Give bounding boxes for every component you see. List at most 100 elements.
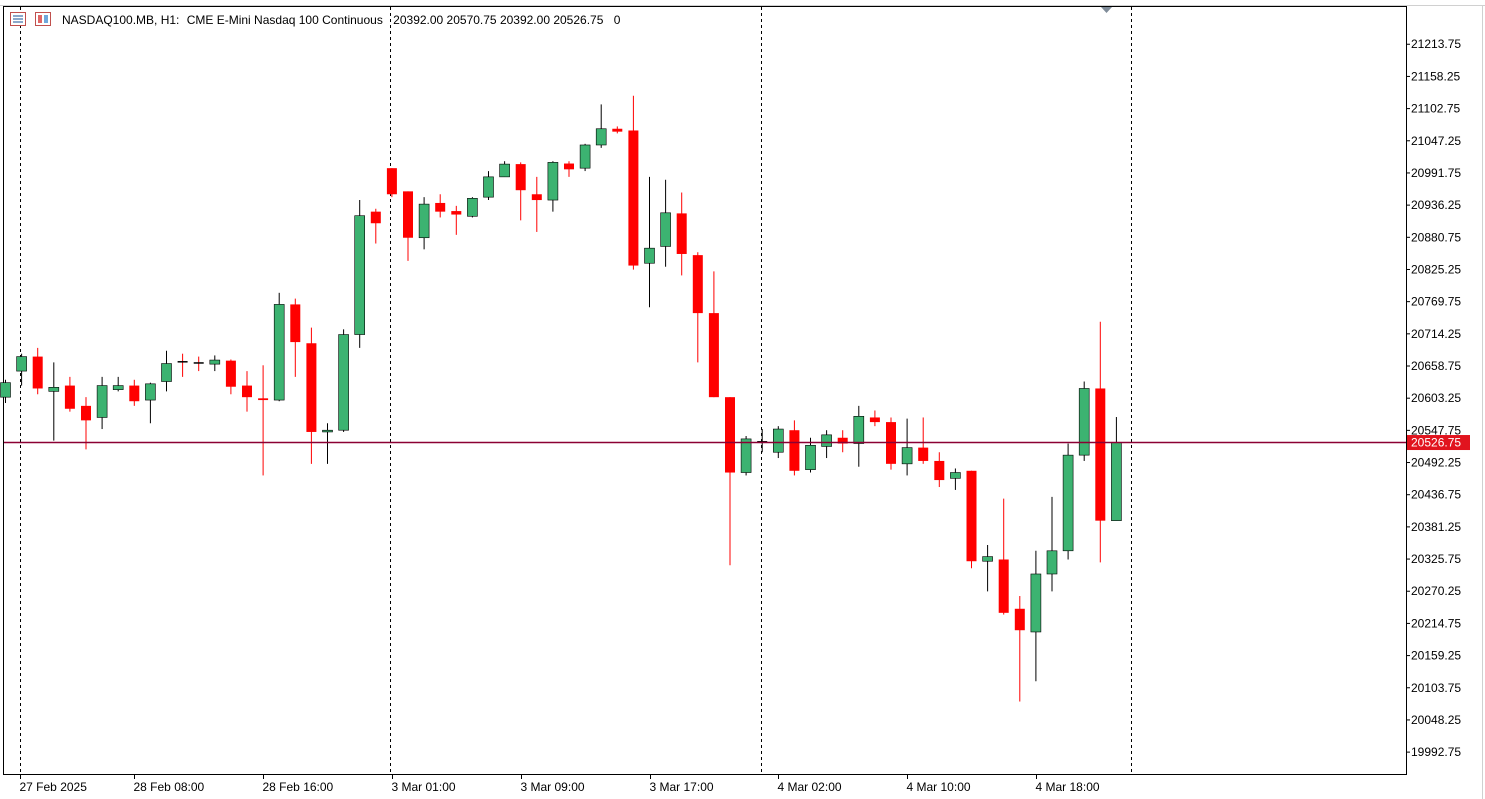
bull-candle-body [354, 215, 366, 335]
price-tick-label: 20048.25 [1411, 713, 1461, 727]
candle [644, 176, 655, 308]
candle [242, 371, 252, 412]
bull-candle-body [48, 387, 60, 392]
bull-candle-body [273, 304, 285, 401]
bull-candle-body [145, 383, 156, 401]
candle [96, 376, 108, 430]
candle [612, 126, 623, 134]
price-tick-label: 20270.25 [1411, 584, 1461, 598]
bull-candle-body [579, 144, 591, 169]
time-axis[interactable]: 27 Feb 2025 28 Feb 08:00 28 Feb 16:00 3 Mar… [20, 774, 1100, 794]
bull-candle-body [772, 428, 784, 453]
bear-candle-body [242, 385, 252, 398]
price-tick-label: 20492.25 [1411, 456, 1461, 470]
candle [676, 192, 687, 276]
candle [354, 200, 366, 348]
chart-header: NASDAQ100.MB, H1: CME E-Mini Nasdaq 100 … [10, 12, 621, 27]
bull-candle-body [0, 382, 11, 398]
candle [1046, 496, 1058, 592]
bear-candle-body [32, 356, 43, 389]
candle [306, 327, 317, 464]
candle [225, 359, 236, 395]
candle [564, 161, 574, 177]
bear-candle-body [81, 405, 91, 421]
candle [338, 329, 349, 432]
candle [1030, 550, 1042, 682]
candle [64, 376, 75, 412]
candle [403, 191, 413, 261]
candle [209, 355, 221, 372]
time-tick-label: 4 Mar 18:00 [1036, 780, 1100, 794]
bear-candle-body [129, 385, 140, 402]
candle [692, 252, 703, 363]
time-tick-label: 3 Mar 09:00 [521, 780, 585, 794]
symbol-icon[interactable] [35, 12, 51, 26]
bull-candle-body [112, 385, 124, 390]
candle [48, 362, 60, 441]
bear-candle-body [435, 202, 446, 212]
bull-candle-body [853, 415, 865, 444]
candle [934, 452, 945, 488]
candle [531, 176, 542, 232]
bear-candle-body [837, 437, 848, 444]
svg-text:NASDAQ100.MB, H1: CME E-: NASDAQ100.MB, H1: CME E-Mini Nasdaq 100 … [62, 13, 621, 27]
candle [193, 356, 204, 372]
bull-candle-body [644, 247, 655, 264]
bull-candle-body [901, 447, 913, 465]
bear-candle-body [306, 343, 317, 432]
bear-candle-body [692, 255, 703, 314]
candle [467, 197, 478, 218]
bear-candle-body [676, 213, 687, 254]
price-tick-label: 20103.75 [1411, 681, 1461, 695]
candles-group[interactable] [0, 95, 1122, 702]
price-axis[interactable]: 21213.75 21158.25 21102.75 21047.25 20991.75… [1406, 37, 1461, 759]
bear-candle-body [628, 130, 639, 266]
price-tick-label: 21158.25 [1411, 69, 1460, 83]
price-tick-label: 19992.75 [1411, 745, 1461, 759]
bear-candle-body [789, 430, 800, 471]
candle [982, 545, 993, 592]
bull-candle-body [96, 385, 108, 418]
bear-candle-body [403, 191, 413, 238]
chart-menu-icon[interactable] [10, 12, 26, 26]
bear-candle-body [1014, 608, 1025, 631]
candle [290, 298, 301, 377]
price-tick-label: 20325.75 [1411, 552, 1461, 566]
day-separators [20, 7, 1132, 774]
time-tick-label: 28 Feb 16:00 [263, 780, 334, 794]
candle [386, 168, 397, 198]
candle [966, 470, 977, 569]
candle [435, 194, 446, 218]
candle [725, 397, 735, 566]
price-tick-label: 20214.75 [1411, 616, 1461, 630]
price-tick-label: 21102.75 [1411, 102, 1460, 116]
bull-candle-body [418, 203, 430, 239]
header-description: CME E-Mini Nasdaq 100 Continuous [187, 13, 383, 27]
header-ohlc: 20392.00 20570.75 20392.00 20526.75 [393, 13, 604, 27]
bear-candle-body [290, 304, 301, 343]
chart-shift-marker-icon[interactable] [1101, 7, 1112, 13]
candle [660, 179, 671, 267]
bear-candle-body [564, 163, 574, 170]
bear-candle-body [1095, 388, 1106, 521]
bull-candle-body [1078, 388, 1090, 456]
candle [129, 379, 140, 406]
current-price-label: 20526.75 [1411, 436, 1461, 450]
time-tick-label: 4 Mar 10:00 [907, 780, 971, 794]
price-tick-label: 20991.75 [1411, 166, 1461, 180]
candle [32, 347, 43, 395]
candle [1014, 596, 1025, 702]
bull-candle-body [16, 356, 27, 372]
candle [708, 271, 719, 398]
candle [145, 382, 156, 424]
bull-candle-body [499, 163, 510, 178]
candle [515, 162, 526, 221]
candle [547, 161, 559, 212]
time-tick-label: 3 Mar 01:00 [392, 780, 456, 794]
candle [81, 397, 91, 450]
candle [418, 197, 430, 250]
price-tick-label: 20159.25 [1411, 649, 1461, 663]
candle [370, 208, 381, 244]
bull-candle-body [338, 334, 349, 431]
